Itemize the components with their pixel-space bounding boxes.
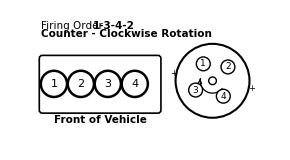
Text: 1-3-4-2: 1-3-4-2 — [93, 21, 134, 31]
Text: 1: 1 — [200, 59, 206, 68]
Text: 4: 4 — [220, 92, 226, 101]
Text: 3: 3 — [104, 79, 111, 89]
Text: Counter - Clockwise Rotation: Counter - Clockwise Rotation — [41, 29, 212, 39]
Text: +: + — [248, 84, 255, 93]
Text: 4: 4 — [131, 79, 138, 89]
Text: 1: 1 — [50, 79, 57, 89]
Circle shape — [216, 89, 230, 103]
Text: +: + — [170, 69, 177, 78]
Text: Front of Vehicle: Front of Vehicle — [54, 115, 146, 125]
Circle shape — [68, 71, 94, 97]
Circle shape — [175, 44, 249, 118]
Circle shape — [221, 60, 235, 74]
Circle shape — [122, 71, 148, 97]
Circle shape — [209, 77, 216, 85]
Text: 2: 2 — [225, 62, 231, 71]
Circle shape — [196, 57, 210, 71]
Circle shape — [95, 71, 121, 97]
Text: Firing Order :: Firing Order : — [41, 21, 113, 31]
Circle shape — [189, 83, 202, 97]
Circle shape — [41, 71, 67, 97]
FancyBboxPatch shape — [39, 55, 161, 113]
Text: 3: 3 — [193, 86, 198, 95]
Text: 2: 2 — [77, 79, 84, 89]
